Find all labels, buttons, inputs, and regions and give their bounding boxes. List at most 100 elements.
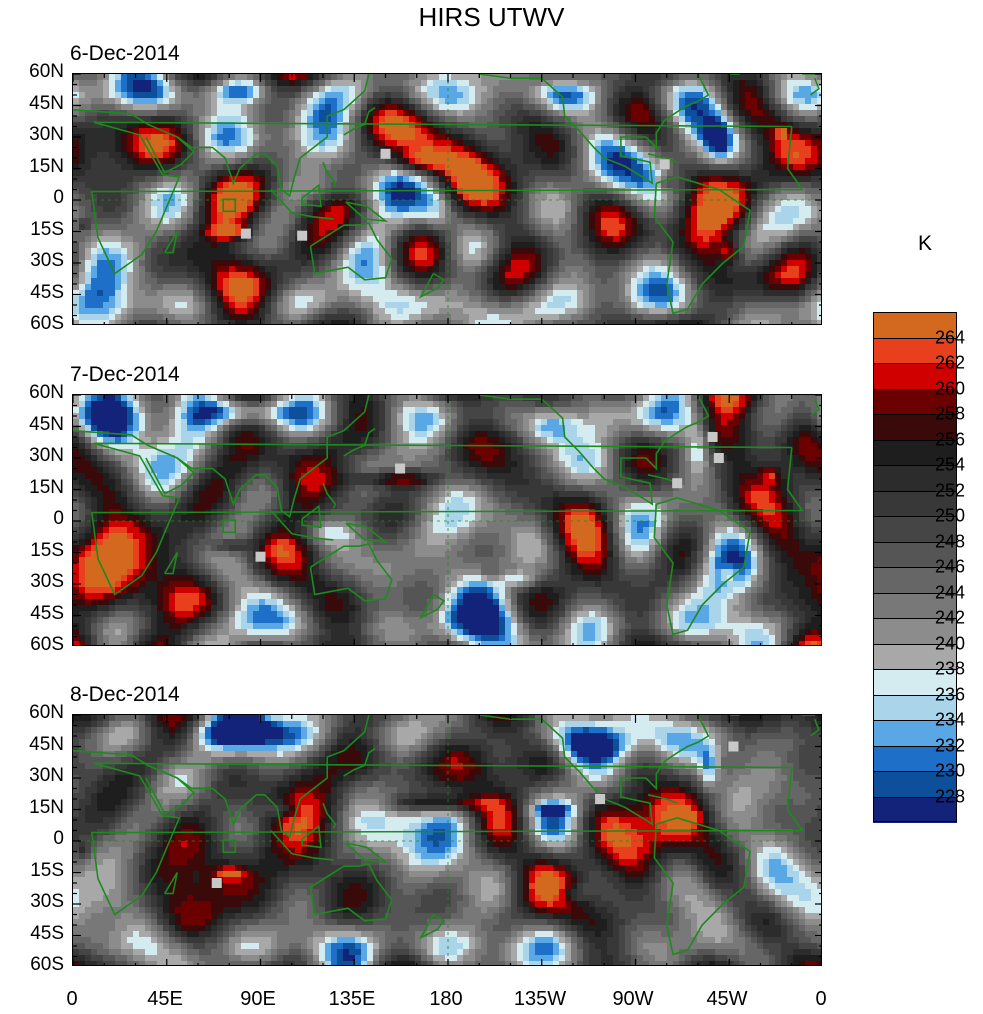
lat-label-p1-30n: 30N [29,124,64,145]
lat-label-p2-30s: 30S [30,571,64,592]
coastline [309,222,393,281]
colorbar-label-254: 254 [935,454,966,475]
coastline [810,77,820,96]
coastline [653,497,751,636]
colorbar-swatch [873,567,957,593]
lon-label-0-end: 0 [815,988,827,1010]
missing-data-square [659,159,670,170]
coastline [145,777,195,815]
coastline [164,231,178,254]
region-marker-box [222,198,237,213]
coastline [309,863,393,922]
colorbar-swatch [873,490,957,517]
colorbar-swatch [873,592,957,619]
colorbar-swatch [873,694,957,721]
colorbar-swatch [873,388,957,415]
utwv-field [73,715,821,965]
lat-label-p3-30n: 30N [29,765,64,786]
colorbar-swatch [873,414,957,440]
figure-title: HIRS UTWV [418,2,565,32]
colorbar-label-256: 256 [935,429,966,449]
coastlines [73,74,821,315]
lat-label-p1-45n: 45N [29,92,64,114]
coastline [479,715,710,826]
colorbar-label-252: 252 [935,480,966,500]
colorbar-label-262: 262 [935,352,966,373]
coastline [322,161,337,188]
coastline [270,509,334,541]
lat-label-p2-30n: 30N [29,445,64,466]
coastline [343,427,376,457]
colorbar-label-248: 248 [935,531,966,551]
colorbar-swatch [873,337,957,364]
map-panel-6-dec [72,73,822,325]
coastline [270,829,334,861]
map-panel-8-dec [72,714,822,966]
utwv-field [73,74,821,324]
colorbar-label-240: 240 [935,633,966,653]
lat-label-p2-60s: 60S [30,634,64,655]
colorbar-swatch [873,465,957,491]
coastline [270,188,334,220]
colorbar-label-238: 238 [935,658,966,679]
map-svg [73,74,821,324]
lat-label-p3-45n: 45N [29,733,64,755]
missing-data-square [211,878,222,888]
colorbar-label-230: 230 [935,760,966,781]
colorbar-label-228: 228 [935,786,966,806]
lat-label-p1-60n: 60N [29,61,64,82]
lon-label-135w: 135W [513,988,567,1010]
coastline [145,457,195,495]
lon-label-135e: 135E [328,988,376,1010]
lat-label-p3-45s: 45S [30,922,64,944]
axis-ticks [73,395,821,645]
colorbar-swatch [873,771,957,797]
colorbar-label-258: 258 [935,403,966,424]
lon-label-45w: 45W [706,988,748,1010]
colorbar-swatch [873,618,957,644]
lat-label-p2-45n: 45N [29,413,64,435]
lon-label-90w: 90W [612,988,654,1010]
coastline [301,824,322,849]
missing-data-square [713,453,724,463]
colorbar-frame [873,312,957,822]
colorbar-swatch [873,516,957,542]
lat-label-p1-60s: 60S [30,313,64,334]
colorbar-swatch [873,439,957,466]
coastline [301,183,322,208]
coastline [479,74,710,185]
colorbar-unit: K [918,232,933,255]
missing-data-square [595,794,606,804]
lat-label-p2-0: 0 [53,508,64,529]
lat-label-p1-15s: 15S [30,218,64,240]
lat-label-p2-45s: 45S [30,602,64,624]
lat-label-p1-45s: 45S [30,281,64,303]
coastline [653,176,751,315]
lat-label-p2-15s: 15S [30,539,64,561]
colorbar-label-250: 250 [935,505,966,526]
missing-data-square [707,432,718,442]
panel-2-date: 7-Dec-2014 [70,363,180,386]
missing-data-square [728,741,739,752]
coastline [345,522,389,544]
lon-label-90e: 90E [240,988,276,1010]
coastline [418,272,445,299]
region-marker-box [222,519,237,534]
coastline [345,201,389,223]
coastline [164,552,178,575]
colorbar-swatch [873,796,957,823]
missing-data-square [240,228,251,239]
coastline [301,504,322,529]
colorbar-swatch [873,745,957,772]
lon-label-180: 180 [429,988,463,1010]
colorbar-label-260: 260 [935,378,966,398]
lat-label-p3-30s: 30S [30,891,64,912]
coastline [418,593,445,620]
map-panel-7-dec [72,394,822,646]
coastline [418,913,445,940]
missing-data-square [297,230,308,241]
coastline [309,543,393,602]
lon-label-0: 0 [66,988,78,1010]
coastline [90,121,804,275]
missing-data-square [380,148,391,159]
